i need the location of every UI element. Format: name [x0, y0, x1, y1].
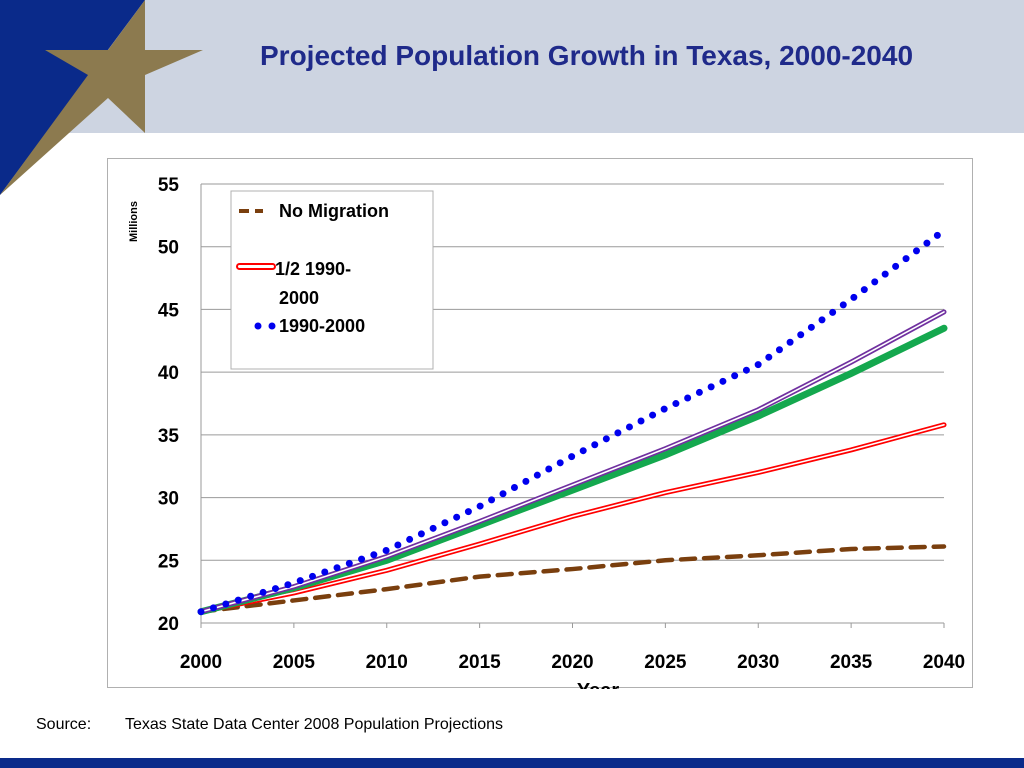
y-axis-label: Millions — [128, 201, 140, 242]
x-tick-label: 2015 — [458, 652, 501, 673]
legend: No Migration 1/2 1990-2000 1990-2000 — [230, 190, 434, 370]
x-tick-label: 2040 — [923, 652, 965, 673]
x-tick-label: 2030 — [737, 652, 779, 673]
x-tick-label: 2025 — [644, 652, 687, 673]
y-tick-label: 50 — [158, 238, 179, 259]
legend-label-full-migration: 1990-2000 — [279, 316, 365, 336]
slide-header: Projected Population Growth in Texas, 20… — [0, 0, 1024, 195]
x-axis-label: Year — [577, 680, 619, 689]
x-tick-label: 2005 — [273, 652, 316, 673]
series-line-no-migration — [198, 544, 947, 614]
source-text: Texas State Data Center 2008 Population … — [125, 716, 504, 733]
x-tick-label: 2010 — [366, 652, 408, 673]
slide-title: Projected Population Growth in Texas, 20… — [260, 40, 914, 71]
chart-frame: 20 25 30 35 40 45 50 55 2000 2005 2010 2015 2020 202… — [107, 158, 973, 689]
y-tick-label: 45 — [158, 300, 180, 321]
x-tick-label: 2020 — [551, 652, 593, 673]
series-line-1-2-1990-2000-inner — [200, 424, 945, 613]
legend-label-half-migration: 1/2 1990-2000 — [275, 259, 351, 308]
source-label: Source: — [36, 716, 92, 733]
y-tick-label: 35 — [158, 426, 180, 447]
texas-star-logo — [0, 0, 203, 195]
series-line-unlabeled-4-inner — [200, 311, 945, 613]
x-tick-label: 2035 — [830, 652, 873, 673]
footer-bar — [0, 758, 1024, 768]
legend-label-no-migration: No Migration — [279, 201, 389, 221]
y-tick-label: 25 — [158, 551, 180, 572]
y-tick-label: 40 — [158, 363, 179, 384]
x-tick-label: 2000 — [180, 652, 222, 673]
legend-swatch-half-migration — [236, 263, 276, 270]
y-tick-label: 30 — [158, 489, 179, 510]
y-tick-label: 20 — [158, 614, 179, 635]
y-tick-label: 55 — [158, 175, 180, 196]
legend-swatch-full-migration — [254, 322, 276, 330]
series-line-1990-2000 — [197, 226, 948, 616]
